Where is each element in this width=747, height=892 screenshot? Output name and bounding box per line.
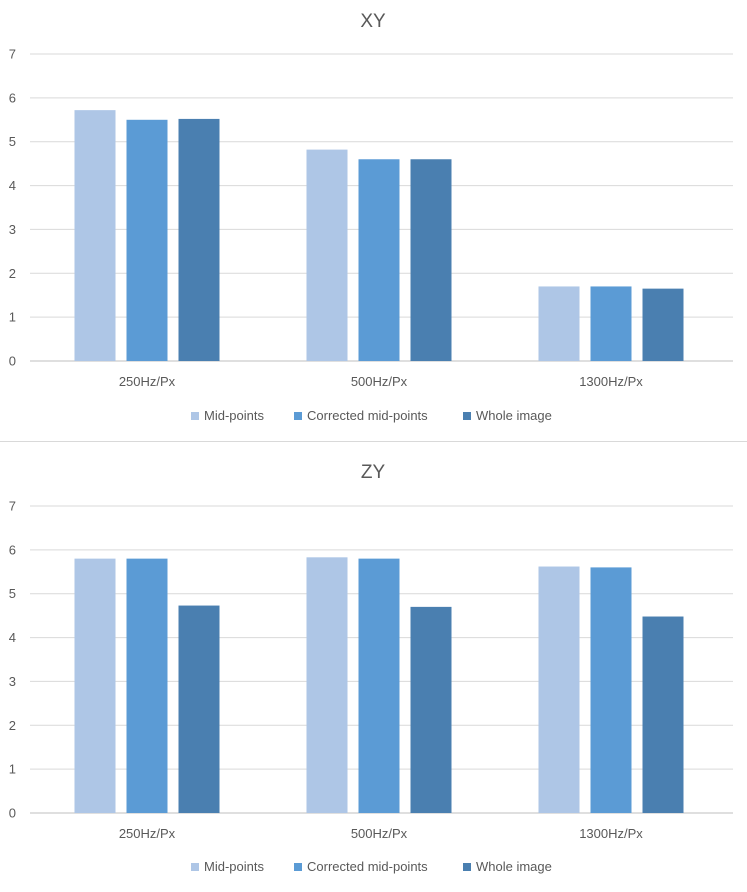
- chart-2-bar: [590, 567, 632, 813]
- chart-1-y-tick-label: 3: [9, 222, 16, 237]
- chart-2-x-tick-label: 1300Hz/Px: [579, 826, 643, 841]
- chart-2-title: ZY: [361, 462, 386, 483]
- chart-2-legend-label: Whole image: [476, 859, 552, 874]
- chart-1-bar: [590, 286, 632, 361]
- chart-2-y-tick-label: 5: [9, 586, 16, 601]
- chart-1-legend-swatch: [294, 412, 302, 420]
- chart-zy: ZY 0 1 2 3 4 5 6 7 250Hz/Px 500Hz/Px 1300Hz/Px Mid-p…: [0, 442, 747, 883]
- chart-1-bar: [642, 288, 684, 361]
- chart-1-bar: [358, 159, 400, 361]
- chart-1-x-tick-label: 1300Hz/Px: [579, 374, 643, 389]
- chart-1-y-tick-label: 2: [9, 266, 16, 281]
- chart-xy: XY 0 1 2 3 4 5 6 7 250Hz/Px 500Hz/Px 1300Hz/Px Mid-p…: [0, 0, 747, 441]
- chart-1-bar: [74, 110, 116, 361]
- chart-2-y-tick-label: 0: [9, 806, 16, 821]
- chart-1-x-tick-label: 250Hz/Px: [119, 374, 176, 389]
- chart-2-bar: [410, 606, 452, 813]
- chart-2-bar: [178, 605, 220, 813]
- chart-zy-svg: ZY 0 1 2 3 4 5 6 7 250Hz/Px 500Hz/Px 1300Hz/Px Mid-p…: [9, 462, 733, 874]
- chart-1-y-tick-label: 6: [9, 90, 16, 105]
- chart-2-x-tick-label: 250Hz/Px: [119, 826, 176, 841]
- chart-1-bar: [178, 118, 220, 361]
- chart-xy-svg: XY 0 1 2 3 4 5 6 7 250Hz/Px 500Hz/Px 1300Hz/Px Mid-p…: [9, 11, 733, 423]
- chart-2-bar: [642, 616, 684, 813]
- chart-2-legend-swatch: [463, 863, 471, 871]
- chart-2-legend-label: Corrected mid-points: [307, 859, 428, 874]
- chart-divider: [0, 441, 747, 442]
- chart-1-y-tick-label: 4: [9, 178, 16, 193]
- chart-2-bar: [126, 558, 168, 813]
- chart-2-bar: [306, 557, 348, 813]
- chart-1-bar: [306, 149, 348, 361]
- chart-1-bar: [410, 159, 452, 361]
- chart-2-y-tick-label: 6: [9, 542, 16, 557]
- chart-2-bar: [74, 558, 116, 813]
- chart-2-y-tick-label: 7: [9, 499, 16, 514]
- chart-1-x-tick-label: 500Hz/Px: [351, 374, 408, 389]
- chart-1-legend-swatch: [191, 412, 199, 420]
- chart-2-x-tick-label: 500Hz/Px: [351, 826, 408, 841]
- chart-2-y-tick-label: 1: [9, 762, 16, 777]
- chart-1-y-tick-label: 1: [9, 310, 16, 325]
- chart-1-legend-label: Mid-points: [204, 408, 264, 423]
- chart-1-legend-swatch: [463, 412, 471, 420]
- chart-1-legend-label: Whole image: [476, 408, 552, 423]
- chart-1-y-tick-label: 7: [9, 47, 16, 62]
- chart-1-y-tick-label: 5: [9, 134, 16, 149]
- chart-2-y-tick-label: 3: [9, 674, 16, 689]
- chart-2-legend-label: Mid-points: [204, 859, 264, 874]
- chart-1-y-tick-label: 0: [9, 354, 16, 369]
- chart-2-y-tick-label: 2: [9, 718, 16, 733]
- chart-1-bar: [126, 119, 168, 362]
- chart-2-legend-swatch: [191, 863, 199, 871]
- chart-2-bar: [538, 566, 580, 813]
- chart-1-bar: [538, 286, 580, 361]
- chart-2-legend-swatch: [294, 863, 302, 871]
- chart-1-title: XY: [360, 11, 386, 32]
- chart-2-y-tick-label: 4: [9, 630, 16, 645]
- chart-2-bar: [358, 558, 400, 813]
- chart-1-legend-label: Corrected mid-points: [307, 408, 428, 423]
